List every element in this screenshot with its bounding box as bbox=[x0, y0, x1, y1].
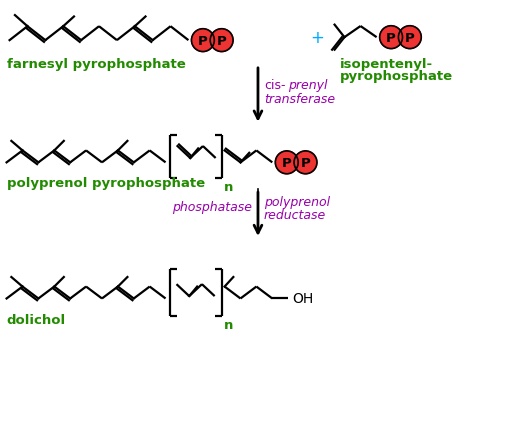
Text: P: P bbox=[301, 157, 310, 169]
Circle shape bbox=[380, 26, 403, 49]
Text: +: + bbox=[310, 29, 325, 47]
Text: polyprenol pyrophosphate: polyprenol pyrophosphate bbox=[7, 177, 205, 190]
Text: farnesyl pyrophosphate: farnesyl pyrophosphate bbox=[7, 58, 185, 71]
Text: prenyl: prenyl bbox=[288, 79, 327, 92]
Text: reductase: reductase bbox=[264, 208, 326, 221]
Text: phosphatase: phosphatase bbox=[172, 200, 252, 213]
Text: cis-: cis- bbox=[264, 79, 286, 92]
Circle shape bbox=[294, 151, 317, 174]
Text: P: P bbox=[217, 35, 227, 48]
Text: dolichol: dolichol bbox=[7, 314, 66, 327]
Text: pyrophosphate: pyrophosphate bbox=[340, 70, 453, 83]
Text: P: P bbox=[386, 32, 396, 45]
Text: n: n bbox=[223, 181, 233, 194]
Text: OH: OH bbox=[292, 292, 314, 306]
Text: polyprenol: polyprenol bbox=[264, 195, 330, 208]
Circle shape bbox=[210, 30, 233, 53]
Text: P: P bbox=[198, 35, 208, 48]
Circle shape bbox=[191, 30, 214, 53]
Text: transferase: transferase bbox=[264, 93, 335, 106]
Text: P: P bbox=[405, 32, 415, 45]
Circle shape bbox=[275, 151, 298, 174]
Text: isopentenyl-: isopentenyl- bbox=[340, 58, 433, 71]
Text: n: n bbox=[223, 319, 233, 332]
Circle shape bbox=[399, 26, 421, 49]
Text: P: P bbox=[282, 157, 292, 169]
